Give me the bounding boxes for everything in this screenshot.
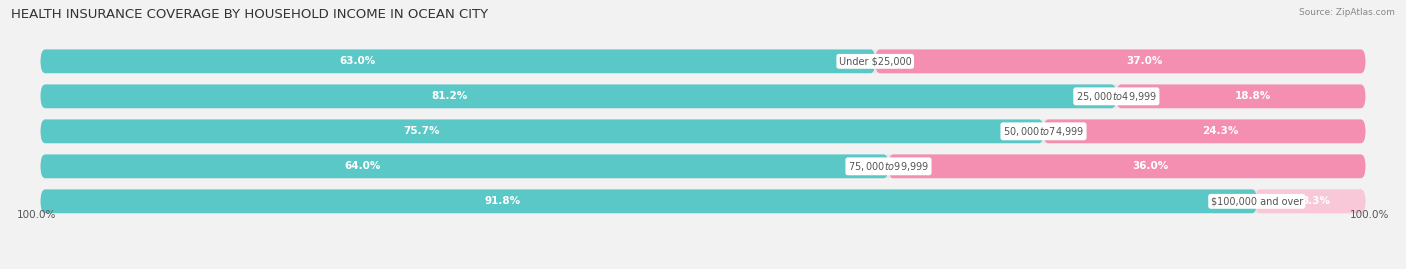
FancyBboxPatch shape (41, 154, 1365, 178)
FancyBboxPatch shape (41, 49, 1365, 73)
Text: 64.0%: 64.0% (344, 161, 381, 171)
FancyBboxPatch shape (876, 49, 1365, 73)
Text: Source: ZipAtlas.com: Source: ZipAtlas.com (1299, 8, 1395, 17)
Text: $100,000 and over: $100,000 and over (1211, 196, 1303, 206)
FancyBboxPatch shape (41, 84, 1116, 108)
FancyBboxPatch shape (41, 49, 876, 73)
Text: $50,000 to $74,999: $50,000 to $74,999 (1002, 125, 1084, 138)
FancyBboxPatch shape (889, 154, 1365, 178)
FancyBboxPatch shape (41, 189, 1365, 213)
Text: 81.2%: 81.2% (432, 91, 467, 101)
Text: $75,000 to $99,999: $75,000 to $99,999 (848, 160, 929, 173)
FancyBboxPatch shape (41, 119, 1365, 143)
Text: $25,000 to $49,999: $25,000 to $49,999 (1076, 90, 1157, 103)
FancyBboxPatch shape (41, 189, 1257, 213)
Text: 37.0%: 37.0% (1126, 56, 1163, 66)
Text: 75.7%: 75.7% (404, 126, 440, 136)
FancyBboxPatch shape (41, 154, 889, 178)
Text: HEALTH INSURANCE COVERAGE BY HOUSEHOLD INCOME IN OCEAN CITY: HEALTH INSURANCE COVERAGE BY HOUSEHOLD I… (11, 8, 488, 21)
Text: 100.0%: 100.0% (17, 210, 56, 220)
FancyBboxPatch shape (1043, 119, 1365, 143)
Text: 63.0%: 63.0% (340, 56, 375, 66)
Text: 18.8%: 18.8% (1236, 91, 1271, 101)
Text: 8.3%: 8.3% (1302, 196, 1330, 206)
Text: Under $25,000: Under $25,000 (839, 56, 911, 66)
FancyBboxPatch shape (1256, 189, 1365, 213)
Text: 100.0%: 100.0% (1350, 210, 1389, 220)
FancyBboxPatch shape (1116, 84, 1365, 108)
Text: 24.3%: 24.3% (1202, 126, 1239, 136)
FancyBboxPatch shape (41, 84, 1365, 108)
Text: 36.0%: 36.0% (1133, 161, 1168, 171)
Text: 91.8%: 91.8% (485, 196, 520, 206)
FancyBboxPatch shape (41, 119, 1043, 143)
